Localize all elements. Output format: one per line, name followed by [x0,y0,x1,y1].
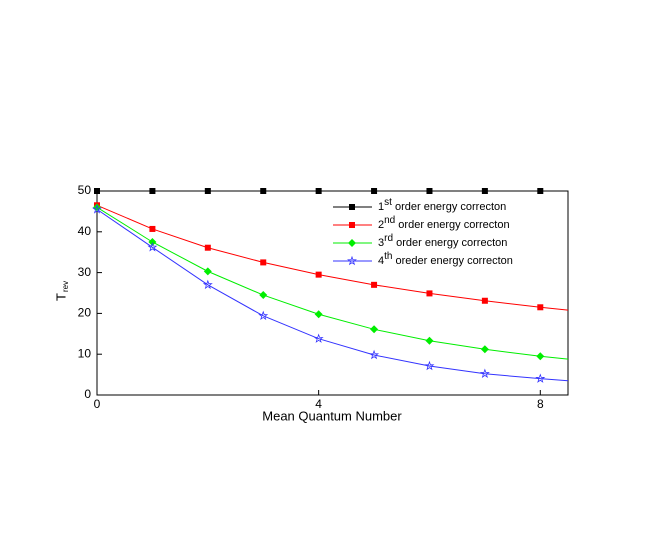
marker [313,333,324,343]
x-tick-label: 0 [94,397,101,411]
legend-label: 4th oreder energy correcton [378,251,513,267]
marker [258,310,269,321]
x-tick-label: 4 [315,397,322,411]
marker [260,259,267,266]
marker [149,188,156,194]
marker [535,373,546,383]
marker [537,188,544,194]
legend-label: 2nd order energy correcton [378,215,510,231]
marker [314,310,323,319]
marker [426,290,433,297]
marker [148,238,157,246]
marker [480,345,489,354]
series-line [96,204,569,311]
y-axis-label-group: T rev [53,281,70,301]
marker [481,297,488,304]
marker [347,255,357,266]
marker [315,271,322,278]
marker [425,336,434,345]
legend-label: 1st order energy correcton [378,197,506,213]
y-axis-label-sub: rev [61,281,70,292]
x-axis-label: Mean Quantum Number [262,408,402,423]
marker [202,279,213,290]
marker [260,188,267,194]
series-line [96,208,569,382]
marker [204,188,211,194]
marker [259,291,268,300]
marker [349,204,355,210]
legend-item: 3rd order energy correcton [333,233,507,249]
series-line [96,206,569,360]
legend-label: 3rd order energy correcton [378,233,507,249]
legend-item: 1st order energy correcton [333,197,506,213]
y-tick-label: 20 [78,306,92,320]
y-tick-label: 30 [78,265,92,279]
marker [370,325,379,334]
y-axis-label: T [53,293,68,301]
marker [349,222,355,228]
marker [315,188,322,194]
y-tick-label: 50 [78,183,92,197]
marker [536,352,545,361]
marker [426,188,433,194]
x-tick-label: 8 [537,397,544,411]
y-tick-label: 40 [78,224,92,238]
y-tick-label: 10 [78,346,92,360]
marker [348,239,356,247]
marker [204,244,211,251]
marker [147,242,158,252]
marker [371,281,378,288]
marker [481,188,488,194]
marker [537,304,544,311]
marker [203,267,212,276]
marker [479,368,490,379]
legend-item: 4th oreder energy correcton [333,251,513,267]
marker [92,204,102,214]
marker [149,225,156,232]
y-tick-label: 0 [84,387,91,401]
marker [371,188,378,194]
marker [424,360,435,371]
marker [369,349,380,360]
marker [94,188,100,194]
legend-item: 2nd order energy correcton [333,215,510,231]
